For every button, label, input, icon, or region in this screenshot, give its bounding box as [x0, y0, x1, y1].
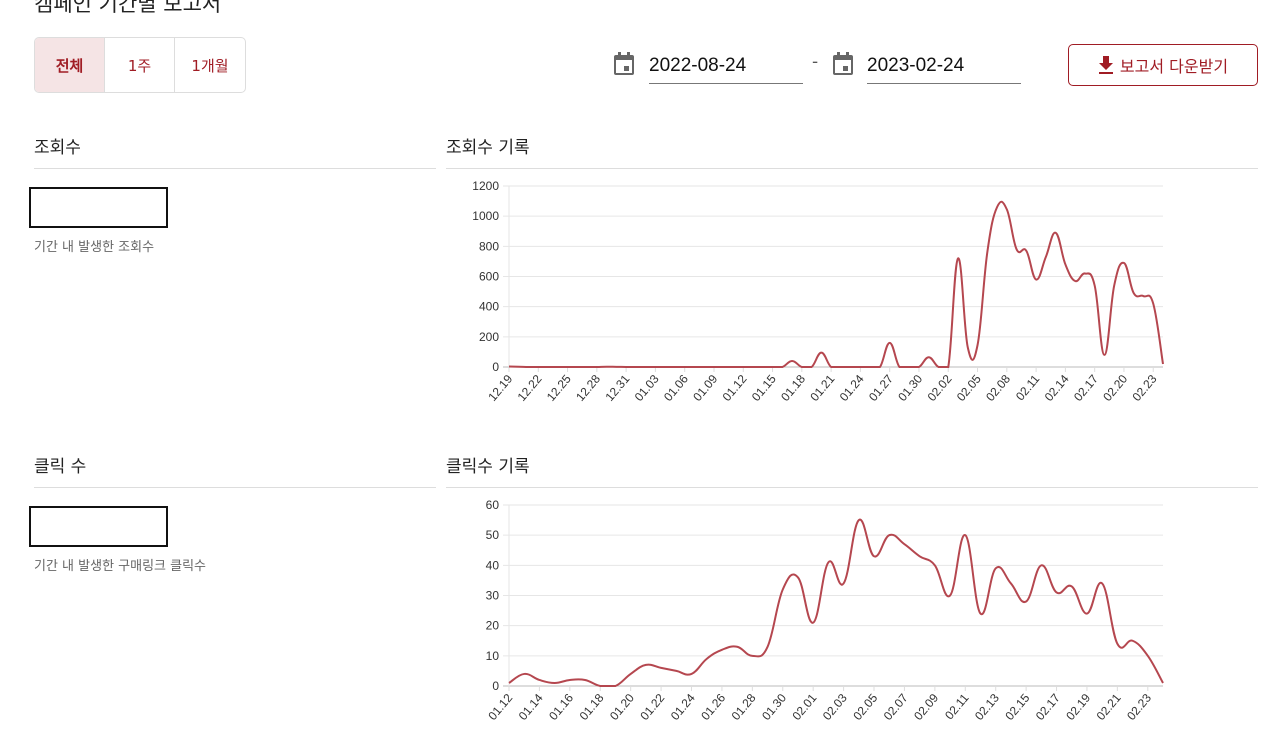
x-tick-label: 02.07 [881, 691, 911, 723]
x-tick-label: 02.13 [972, 691, 1002, 723]
x-tick-label: 02.20 [1100, 372, 1130, 404]
y-tick-label: 40 [486, 558, 500, 572]
x-tick-label: 01.14 [516, 691, 546, 723]
x-tick-label: 12.22 [515, 372, 545, 404]
x-tick-label: 01.06 [661, 372, 691, 404]
x-tick-label: 02.05 [850, 691, 880, 723]
y-tick-label: 600 [479, 270, 499, 284]
x-tick-label: 01.12 [485, 691, 515, 723]
tab-1-month[interactable]: 1개월 [191, 56, 229, 75]
x-tick-label: 01.15 [749, 372, 779, 404]
x-tick-label: 01.18 [778, 372, 808, 404]
x-tick-label: 02.03 [820, 691, 850, 723]
series-line [508, 200, 1164, 369]
x-tick-label: 01.22 [637, 691, 667, 723]
x-tick-label: 12.31 [602, 372, 632, 404]
calendar-icon[interactable] [613, 52, 635, 76]
views-title: 조회수 [34, 138, 81, 158]
x-tick-label: 01.03 [632, 372, 662, 404]
x-tick-label: 01.30 [759, 691, 789, 723]
clicks-title: 클릭 수 [34, 457, 87, 477]
x-tick-label: 02.19 [1063, 691, 1093, 723]
x-tick-label: 02.02 [925, 372, 955, 404]
y-tick-label: 0 [492, 679, 499, 693]
x-tick-label: 12.28 [573, 372, 603, 404]
views-chart-title: 조회수 기록 [446, 138, 530, 158]
x-tick-label: 01.24 [668, 691, 698, 723]
download-icon [1098, 56, 1113, 74]
x-tick-label: 02.01 [789, 691, 819, 723]
start-date-input[interactable]: 2022-08-24 [649, 50, 803, 84]
divider [446, 487, 1258, 488]
y-tick-label: 0 [492, 360, 499, 374]
x-tick-label: 12.25 [544, 372, 574, 404]
end-date-input[interactable]: 2023-02-24 [867, 50, 1021, 84]
x-tick-label: 02.17 [1033, 691, 1063, 723]
clicks-value-box [29, 506, 168, 547]
download-report-button[interactable]: 보고서 다운받기 [1068, 44, 1258, 86]
views-value-box [29, 187, 168, 228]
series-line [508, 518, 1164, 688]
y-tick-label: 1200 [472, 179, 499, 193]
y-tick-label: 200 [479, 330, 499, 344]
divider [446, 168, 1258, 169]
x-tick-label: 02.17 [1071, 372, 1101, 404]
y-tick-label: 1000 [472, 209, 499, 223]
page-title: 캠페인 기간별 보고서 [34, 0, 222, 16]
x-tick-label: 02.14 [1042, 372, 1072, 404]
tab-1-week[interactable]: 1주 [105, 38, 175, 92]
x-tick-label: 01.26 [698, 691, 728, 723]
divider [34, 168, 436, 169]
clicks-chart-title: 클릭수 기록 [446, 457, 530, 477]
date-separator: - [812, 52, 819, 72]
x-tick-label: 02.23 [1130, 372, 1160, 404]
x-tick-label: 02.08 [983, 372, 1013, 404]
y-tick-label: 30 [486, 589, 500, 603]
calendar-icon[interactable] [832, 52, 854, 76]
x-tick-label: 02.11 [1013, 372, 1043, 404]
x-tick-label: 01.16 [546, 691, 576, 723]
x-tick-label: 01.12 [720, 372, 750, 404]
x-tick-label: 02.11 [942, 691, 972, 723]
y-tick-label: 800 [479, 239, 499, 253]
x-tick-label: 01.24 [837, 372, 867, 404]
x-tick-label: 01.18 [577, 691, 607, 723]
tab-all[interactable]: 전체 [35, 38, 105, 92]
y-tick-label: 20 [486, 619, 500, 633]
y-tick-label: 400 [479, 300, 499, 314]
views-caption: 기간 내 발생한 조회수 [34, 240, 155, 255]
x-tick-label: 02.15 [1002, 691, 1032, 723]
x-tick-label: 01.30 [895, 372, 925, 404]
x-tick-label: 12.19 [485, 372, 515, 404]
y-tick-label: 60 [486, 498, 500, 512]
x-tick-label: 01.28 [729, 691, 759, 723]
divider [34, 487, 436, 488]
x-tick-label: 01.20 [607, 691, 637, 723]
views-chart: 0 200 400 600 800 1000 1200 12.19 12.22 12.25 12.2… [472, 179, 1164, 404]
x-tick-label: 02.21 [1094, 691, 1124, 723]
x-tick-label: 01.27 [866, 372, 896, 404]
x-tick-label: 01.09 [690, 372, 720, 404]
x-tick-label: 01.21 [807, 372, 837, 404]
period-tabs: 전체 1주 1개월 [34, 37, 246, 93]
y-tick-label: 10 [486, 649, 500, 663]
clicks-caption: 기간 내 발생한 구매링크 클릭수 [34, 559, 207, 574]
x-tick-label: 02.09 [911, 691, 941, 723]
x-tick-label: 02.23 [1124, 691, 1154, 723]
y-tick-label: 50 [486, 528, 500, 542]
x-tick-label: 02.05 [954, 372, 984, 404]
download-label: 보고서 다운받기 [1119, 57, 1229, 76]
